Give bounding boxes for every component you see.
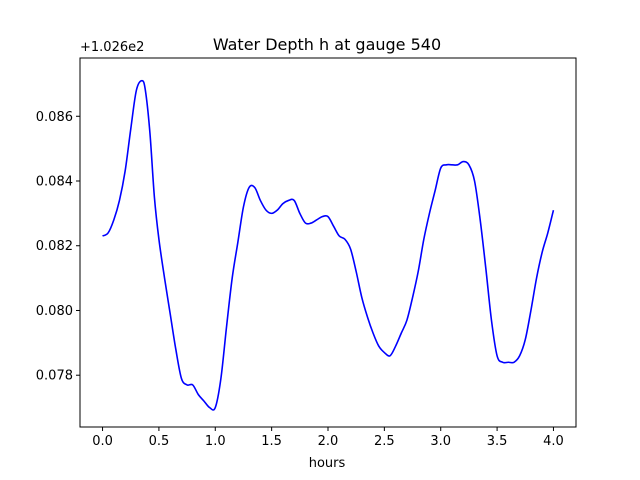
y-axis: 0.078 0.080 0.082 0.084 0.086 bbox=[36, 110, 80, 384]
y-tick-label: 0.082 bbox=[36, 239, 73, 254]
x-tick-label: 1.0 bbox=[205, 434, 226, 449]
x-tick-label: 2.5 bbox=[374, 434, 395, 449]
y-offset-label: +1.026e2 bbox=[80, 40, 144, 55]
x-tick-label: 0.5 bbox=[149, 434, 170, 449]
x-tick-label: 2.0 bbox=[318, 434, 339, 449]
y-tick-label: 0.078 bbox=[36, 369, 73, 384]
plot-area bbox=[102, 79, 555, 411]
y-tick-label: 0.080 bbox=[36, 304, 73, 319]
x-tick-label: 3.5 bbox=[487, 434, 508, 449]
x-tick-label: 1.5 bbox=[261, 434, 282, 449]
y-tick-label: 0.084 bbox=[36, 175, 73, 190]
x-tick-label: 4.0 bbox=[543, 434, 564, 449]
x-tick-label: 0.0 bbox=[92, 434, 113, 449]
series-line bbox=[102, 79, 555, 411]
x-tick-label: 3.0 bbox=[430, 434, 451, 449]
y-tick-label: 0.086 bbox=[36, 110, 73, 125]
x-axis-label: hours bbox=[309, 456, 346, 471]
x-axis: 0.0 0.5 1.0 1.5 2.0 2.5 3.0 3.5 4.0 bbox=[92, 427, 564, 449]
chart-title: Water Depth h at gauge 540 bbox=[213, 35, 441, 54]
